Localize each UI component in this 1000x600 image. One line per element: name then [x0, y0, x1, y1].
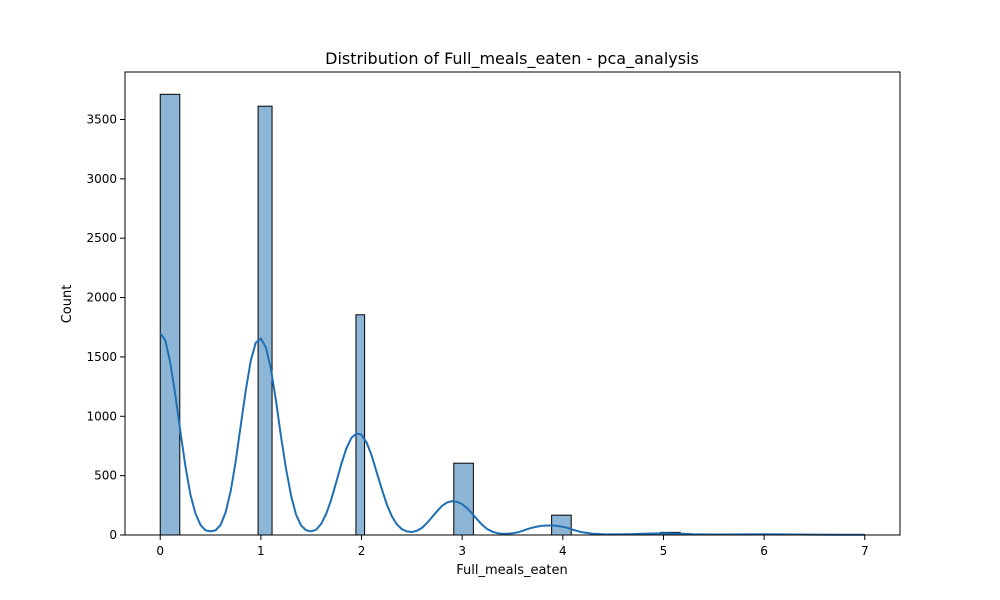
x-tick-label: 4	[559, 544, 567, 558]
y-tick-label: 500	[94, 469, 117, 483]
y-tick-label: 1500	[86, 350, 117, 364]
bars-group	[159, 93, 866, 536]
kde-curve	[159, 332, 865, 536]
x-tick-label: 7	[861, 544, 869, 558]
histogram-bar-0	[159, 93, 181, 536]
x-axis-ticks: 0 1 2 3 4 5 6 7	[156, 535, 869, 558]
y-tick-label: 1000	[86, 409, 117, 423]
y-tick-label: 3500	[86, 112, 117, 126]
y-tick-label: 2500	[86, 231, 117, 245]
x-tick-label: 6	[760, 544, 768, 558]
y-axis-ticks: 0 500 1000 1500 2000 2500 3000 3500	[86, 112, 125, 542]
histogram-bar-3	[453, 462, 474, 536]
chart-title: Distribution of Full_meals_eaten - pca_a…	[325, 49, 699, 69]
x-tick-label: 2	[358, 544, 366, 558]
y-tick-label: 2000	[86, 291, 117, 305]
histogram-bar-1	[257, 105, 273, 536]
y-axis-label: Count	[60, 285, 75, 324]
x-axis-label: Full_meals_eaten	[456, 563, 568, 578]
x-tick-label: 3	[458, 544, 466, 558]
plot-frame	[124, 71, 901, 536]
x-tick-label: 5	[660, 544, 668, 558]
x-tick-label: 0	[156, 544, 164, 558]
histogram-bar-2	[355, 314, 366, 536]
y-tick-label: 3000	[86, 172, 117, 186]
x-tick-label: 1	[257, 544, 265, 558]
y-tick-label: 0	[109, 528, 117, 542]
